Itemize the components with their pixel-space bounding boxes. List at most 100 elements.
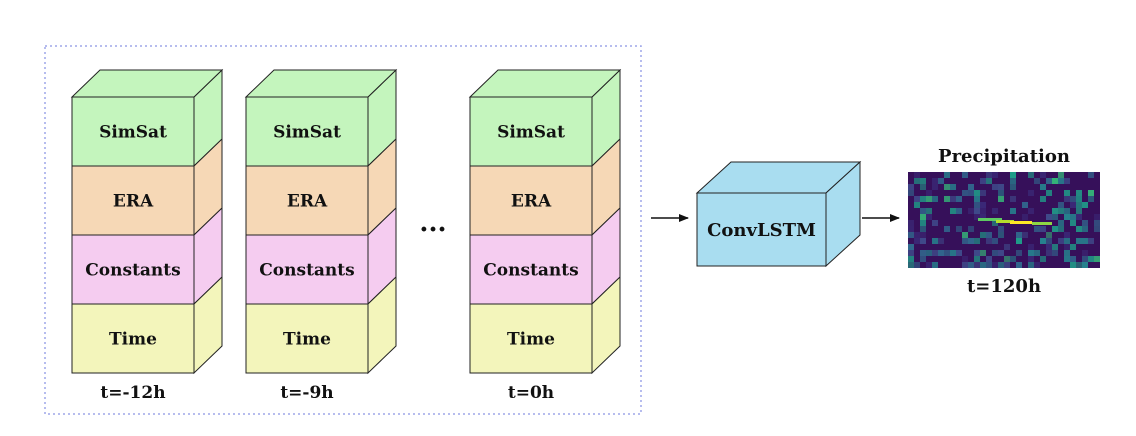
stack-1: SimSat ERA Constants Time t=-12h (70, 68, 224, 403)
heatmap-cell (920, 178, 926, 184)
heatmap-highlight (1010, 221, 1032, 224)
heatmap-cell (1064, 238, 1070, 244)
heatmap-cell (1010, 208, 1016, 214)
heatmap-cell (1088, 190, 1094, 196)
heatmap-cell (1034, 178, 1040, 184)
heatmap-cell (986, 238, 992, 244)
heatmap-cell (920, 214, 926, 220)
heatmap-cell (962, 238, 968, 244)
heatmap-cell (962, 172, 968, 178)
heatmap-cell (1088, 172, 1094, 178)
heatmap-cell (980, 250, 986, 256)
heatmap-cell (1058, 208, 1064, 214)
heatmap-cell (962, 262, 968, 268)
layer-simsat (469, 96, 593, 167)
heatmap-cell (908, 220, 914, 226)
heatmap-cell (926, 250, 932, 256)
heatmap-cell (1046, 178, 1052, 184)
heatmap-cell (908, 184, 914, 190)
heatmap-cell (1076, 214, 1082, 220)
heatmap-cell (956, 226, 962, 232)
heatmap-cell (1064, 190, 1070, 196)
heatmap-cell (908, 232, 914, 238)
heatmap-cell (1040, 184, 1046, 190)
heatmap-cell (956, 250, 962, 256)
heatmap-highlight (996, 220, 1014, 223)
heatmap-cell (1052, 244, 1058, 250)
layer-label: Constants (259, 261, 354, 281)
layer-era (469, 165, 593, 236)
heatmap-cell (1064, 208, 1070, 214)
heatmap-cell (1094, 220, 1100, 226)
heatmap-cell (1070, 196, 1076, 202)
ellipsis: ··· (419, 215, 446, 245)
heatmap-cell (950, 184, 956, 190)
heatmap-cell (1064, 244, 1070, 250)
layer-label: SimSat (273, 123, 341, 143)
output-time-label: t=120h (967, 276, 1041, 297)
heatmap-cell (1094, 256, 1100, 262)
heatmap-cell (986, 232, 992, 238)
heatmap-cell (1052, 208, 1058, 214)
heatmap-cell (956, 208, 962, 214)
heatmap-highlight (978, 218, 1002, 221)
heatmap-cell (1004, 262, 1010, 268)
heatmap-cell (968, 184, 974, 190)
stack-time-label: t=-9h (280, 383, 333, 403)
layer-era (71, 165, 195, 236)
heatmap-cell (908, 190, 914, 196)
heatmap-cell (1010, 178, 1016, 184)
heatmap-cell (1070, 256, 1076, 262)
heatmap-cell (1028, 256, 1034, 262)
heatmap-cell (944, 226, 950, 232)
heatmap-cell (992, 208, 998, 214)
layer-label: Constants (483, 261, 578, 281)
heatmap-cell (914, 178, 920, 184)
convlstm-label: ConvLSTM (707, 220, 816, 241)
layer-label: ERA (287, 192, 328, 212)
heatmap-cell (1052, 226, 1058, 232)
layer-constants (245, 234, 369, 305)
heatmap-cell (1082, 220, 1088, 226)
heatmap-cell (1028, 244, 1034, 250)
stack-3: SimSat ERA Constants Time t=0h (468, 68, 622, 403)
heatmap-cell (998, 226, 1004, 232)
heatmap-cell (1064, 256, 1070, 262)
heatmap-cell (980, 178, 986, 184)
heatmap-cell (1076, 226, 1082, 232)
heatmap-cell (974, 196, 980, 202)
heatmap-cell (1076, 190, 1082, 196)
heatmap-cell (1082, 256, 1088, 262)
heatmap-cell (920, 226, 926, 232)
heatmap-cell (962, 232, 968, 238)
heatmap-cell (1046, 238, 1052, 244)
precipitation-heatmap (908, 172, 1100, 268)
heatmap-highlight (1032, 222, 1052, 225)
heatmap-cell (992, 262, 998, 268)
heatmap-cell (944, 172, 950, 178)
heatmap-cell (1064, 232, 1070, 238)
heatmap-cell (974, 250, 980, 256)
heatmap-cell (1088, 196, 1094, 202)
layer-label: Time (283, 330, 331, 350)
heatmap-cell (1064, 196, 1070, 202)
layer-era (245, 165, 369, 236)
heatmap-cell (1028, 190, 1034, 196)
heatmap-cell (1052, 250, 1058, 256)
heatmap-cell (974, 256, 980, 262)
heatmap-cell (980, 232, 986, 238)
heatmap-cell (926, 214, 932, 220)
heatmap-cell (1016, 262, 1022, 268)
heatmap-cell (986, 172, 992, 178)
precipitation-title: Precipitation (938, 146, 1070, 167)
heatmap-cell (1010, 172, 1016, 178)
heatmap-cell (1034, 226, 1040, 232)
heatmap-cell (1046, 232, 1052, 238)
heatmap-cell (944, 184, 950, 190)
heatmap-cell (962, 256, 968, 262)
heatmap-cell (980, 202, 986, 208)
heatmap-cell (1046, 190, 1052, 196)
layer-label: SimSat (497, 123, 565, 143)
heatmap-cell (1088, 256, 1094, 262)
heatmap-cell (938, 250, 944, 256)
